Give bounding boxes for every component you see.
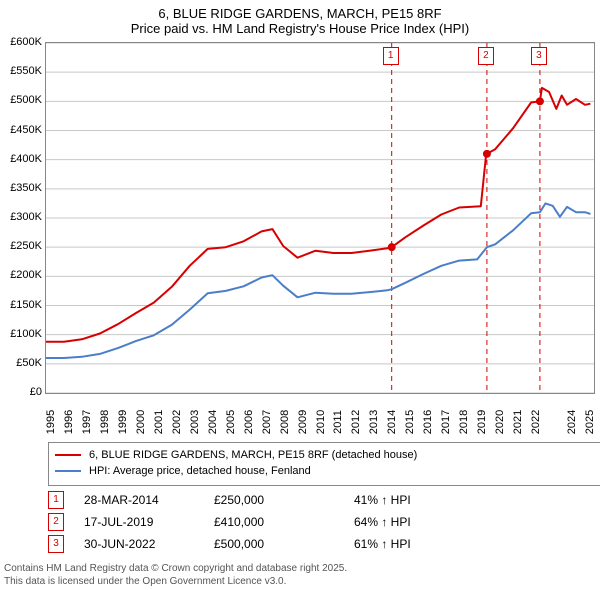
chart-title-line2: Price paid vs. HM Land Registry's House … [0, 21, 600, 40]
x-tick-label: 2014 [386, 410, 398, 434]
x-tick-label: 1999 [117, 410, 129, 434]
y-tick-label: £300K [10, 211, 42, 223]
event-marker-box: 2 [478, 47, 494, 65]
legend-label: 6, BLUE RIDGE GARDENS, MARCH, PE15 8RF (… [89, 449, 417, 461]
event-number-box: 3 [48, 535, 64, 553]
y-tick-label: £350K [10, 182, 42, 194]
x-tick-label: 2019 [476, 410, 488, 434]
event-row: 1 28-MAR-2014 £250,000 41% ↑ HPI [48, 490, 588, 510]
event-date: 17-JUL-2019 [84, 515, 214, 529]
event-delta: 41% ↑ HPI [354, 493, 411, 507]
footer-attribution: Contains HM Land Registry data © Crown c… [4, 563, 596, 588]
x-tick-label: 2010 [315, 410, 327, 434]
x-tick-label: 2022 [530, 410, 542, 434]
x-tick-label: 2017 [440, 410, 452, 434]
event-price: £410,000 [214, 515, 354, 529]
x-tick-label: 2001 [153, 410, 165, 434]
legend-label: HPI: Average price, detached house, Fenl… [89, 465, 311, 477]
y-tick-label: £400K [10, 153, 42, 165]
y-tick-label: £100K [10, 328, 42, 340]
footer-line2: This data is licensed under the Open Gov… [4, 576, 286, 587]
event-price: £500,000 [214, 537, 354, 551]
x-tick-label: 1995 [45, 410, 57, 434]
x-tick-label: 2012 [350, 410, 362, 434]
x-tick-label: 2013 [368, 410, 380, 434]
x-tick-label: 2004 [207, 410, 219, 434]
event-delta: 64% ↑ HPI [354, 515, 411, 529]
legend-row: 6, BLUE RIDGE GARDENS, MARCH, PE15 8RF (… [55, 447, 595, 463]
x-tick-label: 2021 [512, 410, 524, 434]
y-tick-label: £250K [10, 240, 42, 252]
x-tick-label: 2016 [422, 410, 434, 434]
y-tick-label: £550K [10, 65, 42, 77]
y-tick-label: £500K [10, 94, 42, 106]
y-tick-label: £0 [30, 386, 42, 398]
y-tick-label: £200K [10, 269, 42, 281]
event-date: 28-MAR-2014 [84, 493, 214, 507]
x-tick-label: 2002 [171, 410, 183, 434]
x-tick-label: 2005 [225, 410, 237, 434]
event-row: 3 30-JUN-2022 £500,000 61% ↑ HPI [48, 534, 588, 554]
y-tick-label: £450K [10, 124, 42, 136]
legend-row: HPI: Average price, detached house, Fenl… [55, 463, 595, 479]
y-tick-label: £600K [10, 36, 42, 48]
chart-title-line1: 6, BLUE RIDGE GARDENS, MARCH, PE15 8RF [0, 0, 600, 21]
x-tick-label: 2025 [584, 410, 596, 434]
y-axis: £0£50K£100K£150K£200K£250K£300K£350K£400… [0, 42, 45, 392]
x-tick-label: 2024 [566, 410, 578, 434]
chart-svg [46, 43, 594, 393]
y-tick-label: £50K [16, 357, 42, 369]
x-axis: 1995 1996 1997 1998 1999 2000 2001 2002 2003 2004… [45, 394, 593, 434]
event-row: 2 17-JUL-2019 £410,000 64% ↑ HPI [48, 512, 588, 532]
x-tick-label: 2015 [404, 410, 416, 434]
event-table: 1 28-MAR-2014 £250,000 41% ↑ HPI 2 17-JU… [48, 488, 588, 554]
event-marker-box: 3 [531, 47, 547, 65]
x-tick-label: 2007 [261, 410, 273, 434]
chart-plot-area [45, 42, 595, 394]
x-tick-label: 1998 [99, 410, 111, 434]
x-tick-label: 1996 [63, 410, 75, 434]
event-delta: 61% ↑ HPI [354, 537, 411, 551]
x-tick-label: 1997 [81, 410, 93, 434]
y-tick-label: £150K [10, 299, 42, 311]
footer-line1: Contains HM Land Registry data © Crown c… [4, 563, 347, 574]
x-tick-label: 2008 [279, 410, 291, 434]
x-tick-label: 2020 [494, 410, 506, 434]
x-tick-label: 2003 [189, 410, 201, 434]
event-number-box: 2 [48, 513, 64, 531]
event-date: 30-JUN-2022 [84, 537, 214, 551]
x-tick-label: 2006 [243, 410, 255, 434]
event-price: £250,000 [214, 493, 354, 507]
event-number-box: 1 [48, 491, 64, 509]
event-marker-box: 1 [383, 47, 399, 65]
legend-swatch [55, 454, 81, 456]
x-tick-label: 2009 [297, 410, 309, 434]
x-tick-label: 2000 [135, 410, 147, 434]
x-tick-label: 2018 [458, 410, 470, 434]
legend-swatch [55, 470, 81, 472]
legend: 6, BLUE RIDGE GARDENS, MARCH, PE15 8RF (… [48, 442, 600, 486]
x-tick-label: 2011 [332, 410, 344, 434]
